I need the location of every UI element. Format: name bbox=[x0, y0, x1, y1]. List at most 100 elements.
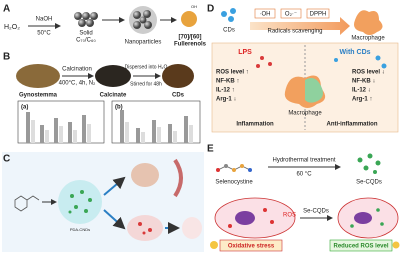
particle-dots-part bbox=[88, 198, 92, 202]
cqd-dots-part bbox=[350, 224, 354, 228]
cqd-dots-part bbox=[376, 208, 380, 212]
before-label: Oxidative stress bbox=[228, 244, 275, 250]
nucleus bbox=[354, 212, 372, 224]
product-dots-part bbox=[375, 160, 381, 166]
chart-bars-part bbox=[31, 120, 35, 143]
nanoparticles-label: Nanoparticles bbox=[125, 40, 162, 46]
fullerenol bbox=[181, 11, 197, 27]
chart-bars bbox=[26, 110, 193, 143]
marker: NF-KB ↑ bbox=[216, 79, 239, 85]
product-dots-part bbox=[367, 153, 373, 159]
reactant: H₂O₂ bbox=[4, 24, 20, 31]
product-dots-part bbox=[357, 157, 363, 163]
cqd-dots bbox=[350, 208, 384, 228]
marker: Arg-1 ↓ bbox=[216, 97, 236, 103]
lps-dots-part bbox=[268, 62, 272, 66]
with-cds-label: With CDs bbox=[339, 49, 370, 56]
chart-bars-part bbox=[87, 124, 91, 143]
precursor-label: Selenocystine bbox=[215, 180, 253, 186]
photo-label: CDs bbox=[172, 93, 185, 99]
product-dots-part bbox=[373, 170, 377, 174]
arrow bbox=[103, 209, 126, 230]
sad-face bbox=[210, 241, 218, 249]
chart-bars-part bbox=[184, 116, 188, 143]
chart-label: (b) bbox=[115, 105, 123, 111]
tissue bbox=[131, 163, 159, 187]
vessel bbox=[173, 158, 183, 198]
cell-dots-part bbox=[142, 231, 146, 235]
nucleus bbox=[235, 211, 255, 225]
happy-face bbox=[392, 241, 400, 249]
product-label: [70]/[60] bbox=[178, 35, 201, 41]
marker: IL-12 ↓ bbox=[352, 88, 371, 94]
panel-letter: A bbox=[3, 4, 10, 15]
marker: ROS level ↓ bbox=[352, 70, 385, 76]
cds-dots-part bbox=[228, 16, 234, 22]
photo bbox=[16, 64, 60, 88]
step-label: Calcination bbox=[62, 67, 92, 73]
particle-cloud bbox=[58, 180, 102, 224]
after-label: Reduced ROS level bbox=[333, 244, 388, 250]
ros-dots-part bbox=[270, 220, 274, 224]
lps-dots-part bbox=[256, 64, 260, 68]
panel-letter: E bbox=[207, 144, 214, 155]
chart-bars-part bbox=[152, 120, 156, 143]
chart-bars-part bbox=[168, 124, 172, 143]
chart-label: (a) bbox=[21, 105, 28, 111]
macrophage-label: Macrophage bbox=[351, 36, 385, 42]
scavenging-label: Radicals scavenging bbox=[267, 29, 322, 35]
radical-boxes-part bbox=[280, 8, 302, 19]
chart-bars-part bbox=[125, 122, 129, 143]
particle-dots-part bbox=[74, 205, 78, 209]
lps-label: LPS bbox=[238, 49, 252, 56]
particle-label: PDA-CNDs bbox=[70, 227, 90, 232]
arrow bbox=[103, 176, 126, 196]
photo bbox=[162, 64, 194, 88]
step-label: Stirred for 48h bbox=[130, 81, 162, 87]
ros-dots-part bbox=[263, 208, 267, 212]
panel-letter: C bbox=[3, 154, 10, 165]
panel-c: C PDA-CNDs bbox=[2, 152, 204, 252]
marker: ROS level ↑ bbox=[216, 70, 249, 76]
atoms bbox=[216, 164, 252, 172]
scavenging-arrow bbox=[250, 17, 350, 35]
product-label: Se-CQDs bbox=[356, 180, 382, 186]
oh-label: OH bbox=[191, 4, 197, 9]
radical: DPPH bbox=[310, 12, 327, 18]
nanoparticle-spheres-part bbox=[133, 21, 141, 29]
radical-boxes-part bbox=[254, 8, 276, 19]
solid-cluster-part bbox=[90, 12, 98, 20]
chart-bars-part bbox=[82, 115, 86, 143]
cds-dots-part bbox=[221, 11, 227, 17]
atoms-part bbox=[232, 168, 236, 172]
particle-dots-part bbox=[68, 210, 72, 214]
radical-boxes bbox=[254, 8, 330, 19]
chart-bars-part bbox=[59, 126, 63, 143]
chart-bars-part bbox=[26, 112, 30, 143]
cds-dots-part bbox=[334, 58, 338, 62]
chart-bars-part bbox=[141, 132, 145, 143]
arrow-label: Se-CQDs bbox=[303, 209, 329, 215]
cds-dots-part bbox=[230, 8, 236, 14]
ros-dots-part bbox=[228, 224, 232, 228]
cds-dots-part bbox=[381, 63, 387, 69]
photo-label: Gynostemma bbox=[19, 93, 58, 99]
chart-bars-part bbox=[68, 122, 72, 143]
panel-a: A H₂O₂ NaOH 50°C Solid C₇₀/C₆₀ Nanoparti… bbox=[3, 4, 207, 48]
particle-dots bbox=[68, 190, 92, 214]
nanoparticle-spheres-part bbox=[133, 11, 141, 19]
cds-dots-part bbox=[375, 55, 381, 61]
solid-cluster-part bbox=[78, 19, 86, 27]
nanoparticle-spheres-part bbox=[139, 16, 147, 24]
temperature-label: 60 °C bbox=[296, 172, 312, 178]
nanoparticle-spheres-part bbox=[144, 21, 152, 29]
label-box bbox=[329, 239, 393, 252]
cqd-dots-part bbox=[380, 222, 384, 226]
panel-background bbox=[2, 152, 204, 252]
solid-cluster-part bbox=[74, 12, 82, 20]
chart-bars-part bbox=[120, 110, 124, 143]
macrophage-treated bbox=[305, 78, 323, 103]
panel-letter: D bbox=[207, 4, 214, 15]
chart-bars-part bbox=[73, 130, 77, 143]
